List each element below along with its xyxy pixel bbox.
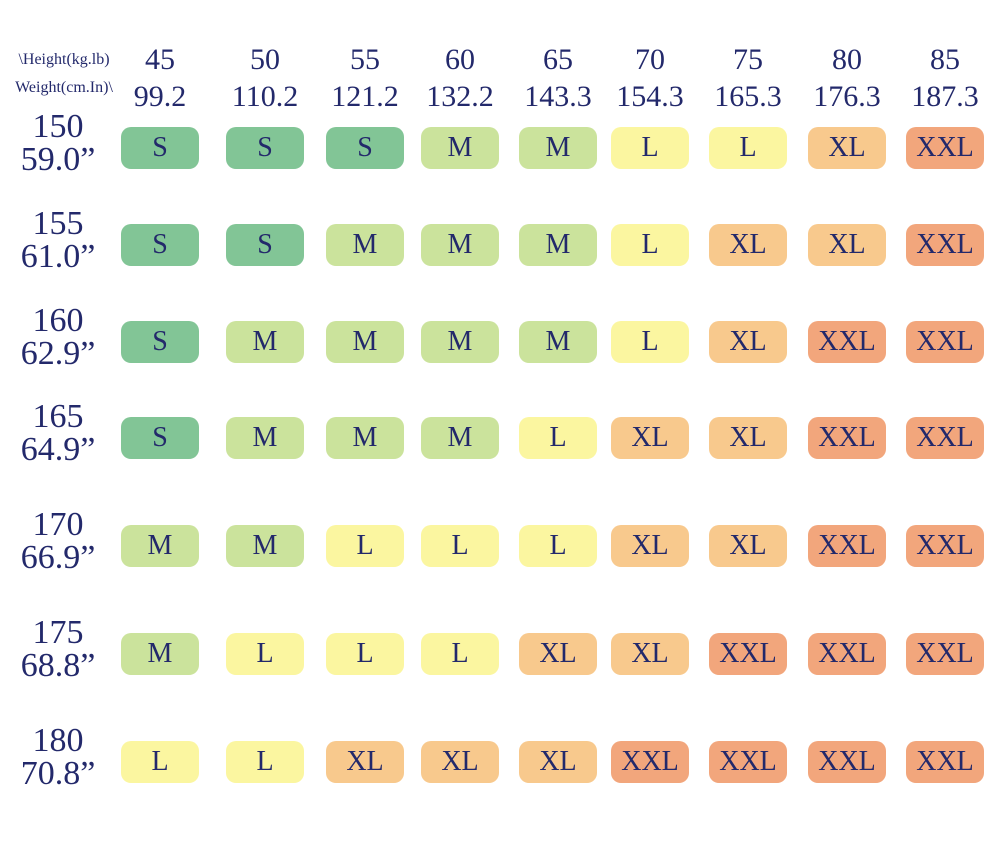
height-in: 61.0” <box>20 238 96 275</box>
size-cell: L <box>611 127 689 169</box>
height-cm: 155 <box>32 205 84 242</box>
size-cell: L <box>326 525 404 567</box>
size-cell: XXL <box>611 741 689 783</box>
weight-kg: 50 <box>250 43 280 76</box>
size-cell: L <box>121 741 199 783</box>
size-cell: XXL <box>709 633 787 675</box>
height-cm: 180 <box>32 722 84 759</box>
size-cell: XL <box>709 417 787 459</box>
size-cell: XXL <box>906 321 984 363</box>
size-cell: XXL <box>808 417 886 459</box>
weight-kg: 75 <box>733 43 763 76</box>
size-cell: M <box>226 321 304 363</box>
weight-lb: 99.2 <box>133 80 187 113</box>
size-cell: S <box>326 127 404 169</box>
height-in: 68.8” <box>20 647 96 684</box>
size-cell: M <box>326 417 404 459</box>
size-cell: L <box>421 525 499 567</box>
weight-lb: 110.2 <box>231 80 299 113</box>
size-cell: S <box>121 127 199 169</box>
size-cell: XL <box>709 525 787 567</box>
size-cell: M <box>519 224 597 266</box>
size-cell: M <box>519 321 597 363</box>
size-cell: XXL <box>906 127 984 169</box>
height-cm: 150 <box>32 108 84 145</box>
size-cell: M <box>326 321 404 363</box>
size-cell: L <box>611 224 689 266</box>
height-in: 66.9” <box>20 539 96 576</box>
size-cell: M <box>121 633 199 675</box>
size-cell: M <box>326 224 404 266</box>
size-cell: L <box>326 633 404 675</box>
size-cell: XL <box>709 224 787 266</box>
size-cell: XXL <box>906 525 984 567</box>
size-cell: XXL <box>808 633 886 675</box>
size-cell: L <box>611 321 689 363</box>
weight-kg: 60 <box>445 43 475 76</box>
size-cell: XXL <box>808 321 886 363</box>
size-cell: L <box>519 417 597 459</box>
size-cell: L <box>709 127 787 169</box>
weight-kg: 65 <box>543 43 573 76</box>
size-cell: M <box>421 321 499 363</box>
size-cell: XL <box>421 741 499 783</box>
size-cell: S <box>121 321 199 363</box>
height-cm: 175 <box>32 614 84 651</box>
size-cell: S <box>121 417 199 459</box>
size-cell: XXL <box>808 525 886 567</box>
height-cm: 165 <box>32 398 84 435</box>
size-cell: M <box>421 127 499 169</box>
size-cell: XXL <box>906 633 984 675</box>
weight-kg: 80 <box>832 43 862 76</box>
size-cell: XXL <box>906 417 984 459</box>
height-cm: 160 <box>32 302 84 339</box>
size-cell: XL <box>611 633 689 675</box>
size-cell: XXL <box>709 741 787 783</box>
weight-lb: 187.3 <box>911 80 979 113</box>
size-cell: XXL <box>906 224 984 266</box>
size-cell: L <box>226 741 304 783</box>
height-in: 62.9” <box>20 335 96 372</box>
weight-lb: 121.2 <box>331 80 399 113</box>
size-cell: M <box>121 525 199 567</box>
weight-lb: 132.2 <box>426 80 494 113</box>
size-cell: L <box>519 525 597 567</box>
weight-lb: 143.3 <box>524 80 592 113</box>
weight-lb: 154.3 <box>616 80 684 113</box>
size-cell: M <box>226 525 304 567</box>
weight-lb: 165.3 <box>714 80 782 113</box>
weight-kg: 70 <box>635 43 665 76</box>
size-cell: M <box>226 417 304 459</box>
size-cell: M <box>421 224 499 266</box>
corner-label: Weight(cm.In)\ <box>15 79 113 96</box>
corner-label: \Height(kg.lb) <box>18 51 110 68</box>
size-cell: L <box>421 633 499 675</box>
size-cell: L <box>226 633 304 675</box>
size-cell: S <box>226 127 304 169</box>
size-cell: XL <box>611 525 689 567</box>
weight-kg: 85 <box>930 43 960 76</box>
height-cm: 170 <box>32 506 84 543</box>
size-cell: XL <box>709 321 787 363</box>
height-in: 59.0” <box>20 141 96 178</box>
size-cell: XL <box>519 633 597 675</box>
size-cell: XL <box>808 224 886 266</box>
size-cell: M <box>421 417 499 459</box>
size-cell: XXL <box>906 741 984 783</box>
weight-lb: 176.3 <box>813 80 881 113</box>
weight-kg: 45 <box>145 43 175 76</box>
size-cell: S <box>121 224 199 266</box>
size-cell: XXL <box>808 741 886 783</box>
height-in: 64.9” <box>20 431 96 468</box>
size-cell: S <box>226 224 304 266</box>
size-cell: XL <box>808 127 886 169</box>
size-cell: M <box>519 127 597 169</box>
weight-kg: 55 <box>350 43 380 76</box>
size-cell: XL <box>326 741 404 783</box>
size-cell: XL <box>519 741 597 783</box>
height-in: 70.8” <box>20 755 96 792</box>
size-cell: XL <box>611 417 689 459</box>
